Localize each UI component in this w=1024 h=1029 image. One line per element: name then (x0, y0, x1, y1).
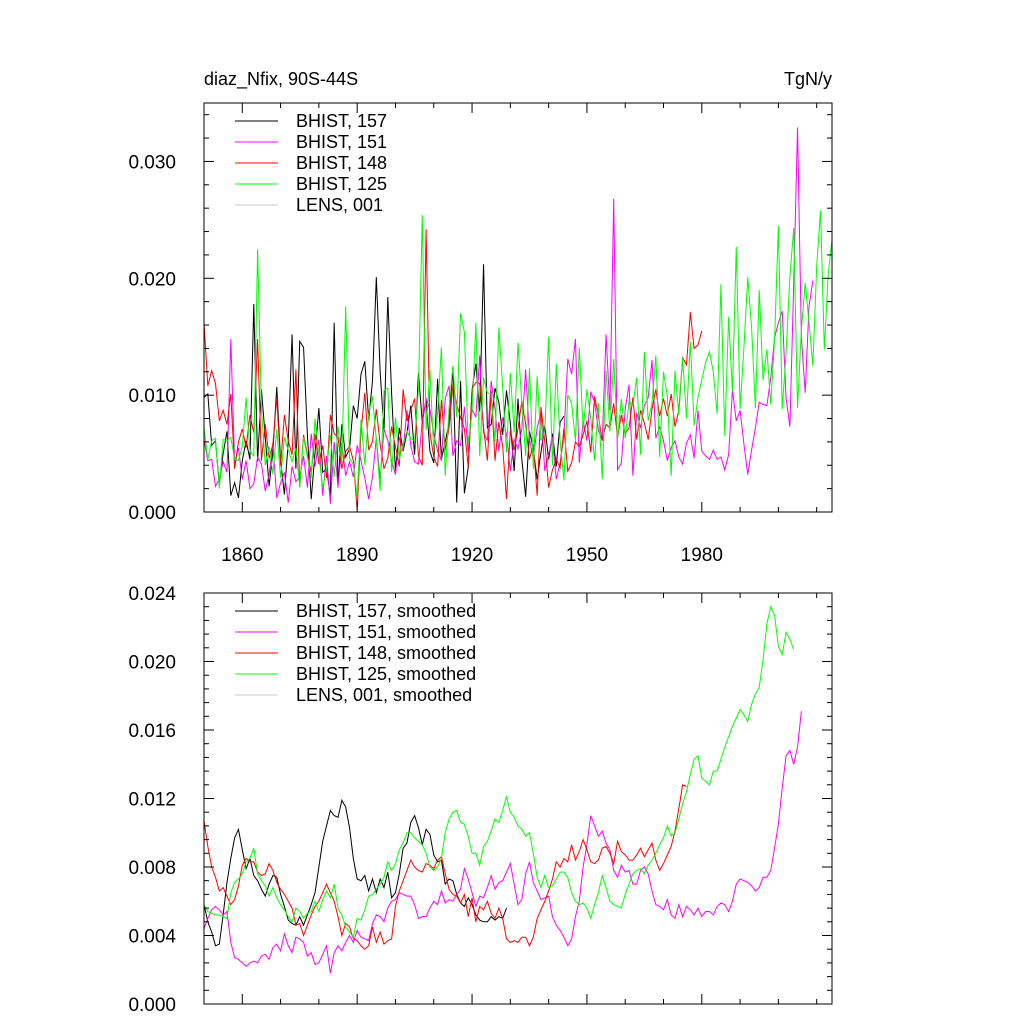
y-tick-label: 0.024 (128, 584, 176, 605)
y-tick-label: 0.020 (128, 269, 176, 290)
y-tick-label: 0.010 (128, 386, 176, 407)
y-tick-label: 0.012 (128, 790, 176, 811)
series-line-bottom-3 (204, 605, 795, 939)
legend-label: BHIST, 151, smoothed (296, 622, 476, 642)
legend-label: BHIST, 157, smoothed (296, 601, 476, 621)
series-line-top-1 (204, 127, 814, 504)
series-line-bottom-0 (204, 798, 507, 947)
y-tick-label: 0.030 (128, 152, 176, 173)
y-tick-label: 0.008 (128, 858, 176, 879)
series-line-bottom-2 (204, 784, 687, 950)
legend-label: BHIST, 148, smoothed (296, 643, 476, 663)
y-tick-label: 0.004 (128, 927, 176, 948)
y-tick-label: 0.020 (128, 653, 176, 674)
plot-frame (203, 102, 833, 513)
y-tick-label: 0.000 (128, 503, 176, 524)
legend-label: BHIST, 148 (296, 153, 387, 173)
y-tick-label: 0.016 (128, 721, 176, 742)
chart-title: diaz_Nfix, 90S-44S (204, 69, 358, 90)
bottom-panel: 0.000 0.004 0.008 0.012 0.016 0.020 0.024 BHIST… (128, 584, 833, 1016)
legend-label: LENS, 001, smoothed (296, 685, 472, 705)
legend-label: BHIST, 125, smoothed (296, 664, 476, 684)
x-tick-label: 1980 (681, 545, 723, 566)
top-panel: diaz_Nfix, 90S-44S TgN/y 1860 1890 1920 195… (128, 69, 833, 566)
x-tick-label: 1920 (451, 545, 493, 566)
legend-label: BHIST, 125 (296, 174, 387, 194)
units-label: TgN/y (784, 69, 832, 89)
y-tick-label: 0.000 (128, 995, 176, 1016)
legend-label: LENS, 001 (296, 195, 383, 215)
x-tick-label: 1890 (336, 545, 378, 566)
series-line-bottom-1 (204, 711, 802, 974)
x-tick-label: 1950 (566, 545, 608, 566)
x-tick-label: 1860 (221, 545, 263, 566)
legend-label: BHIST, 151 (296, 132, 387, 152)
legend-label: BHIST, 157 (296, 111, 387, 131)
series-line-top-3 (204, 210, 832, 497)
